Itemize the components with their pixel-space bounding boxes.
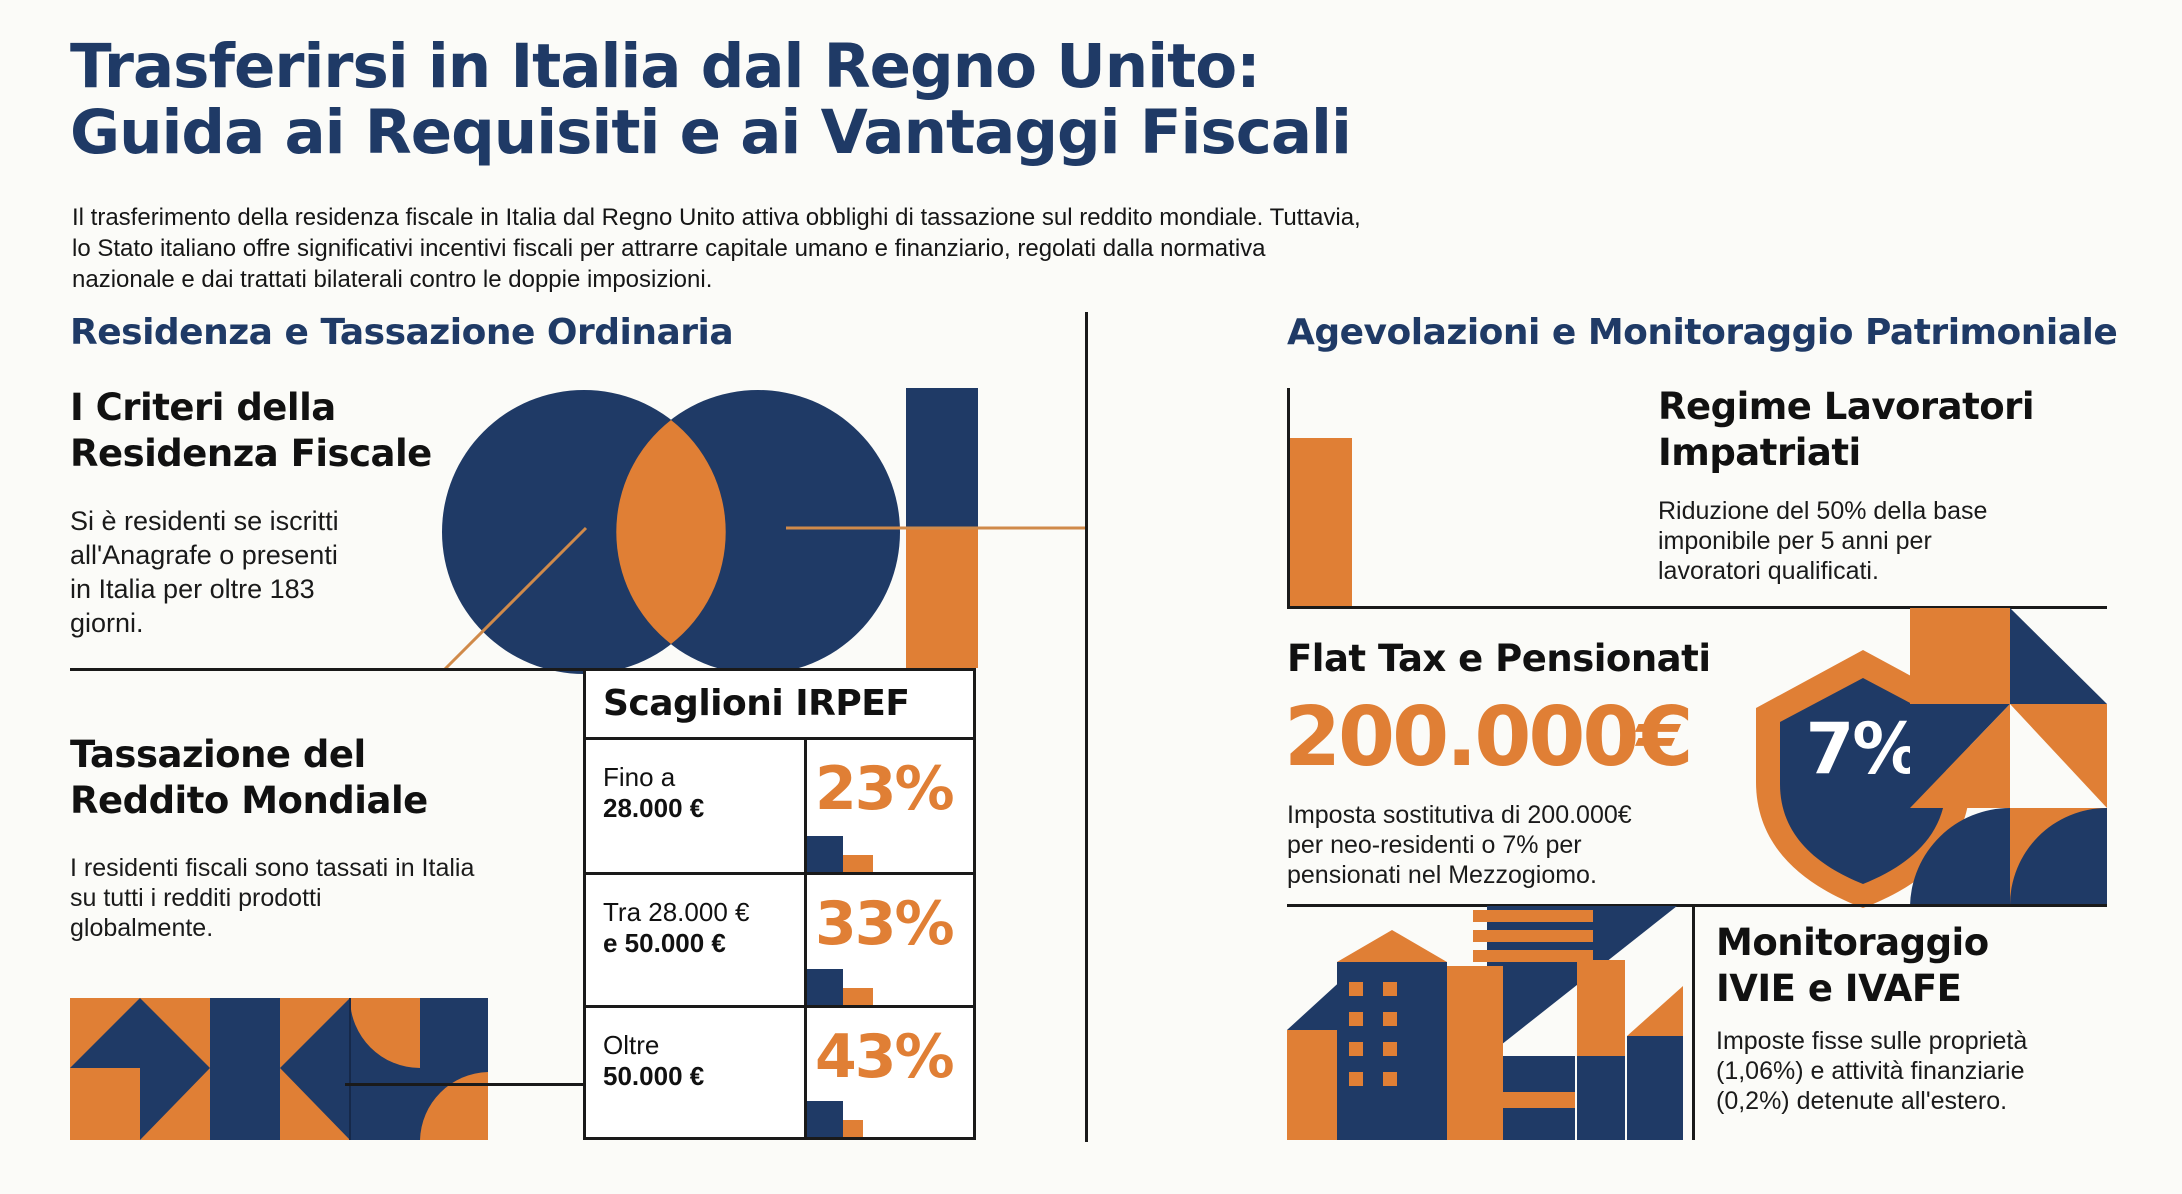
buildings-illustration [1287, 906, 1683, 1140]
shield-rate: 7% [1805, 708, 1923, 790]
impatriati-title: Regime Lavoratori Impatriati [1658, 384, 2035, 476]
right-section-heading: Agevolazioni e Monitoraggio Patrimoniale [1287, 312, 2118, 353]
irpef-title-rule [586, 737, 973, 740]
band-label-line-1: Tra 28.000 € [603, 897, 750, 927]
band-label-line-2: 28.000 € [603, 793, 705, 823]
world-income-title: Tassazione del Reddito Mondiale [70, 732, 428, 824]
world-income-text-line-3: globalmente. [70, 914, 214, 942]
flat-tax-text-line-1: Imposta sostitutiva di 200.000€ [1287, 801, 1632, 829]
geometric-pattern-left [70, 998, 488, 1140]
irpef-column-rule [804, 740, 807, 872]
impatriati-text-line-1: Riduzione del 50% della base [1658, 497, 1988, 525]
center-divider [1085, 312, 1088, 1142]
intro-paragraph: Il trasferimento della residenza fiscale… [72, 202, 1492, 295]
right-divider-1 [1287, 606, 2107, 609]
rate-step-navy [807, 969, 843, 1005]
band-label-line-2: 50.000 € [603, 1061, 705, 1091]
irpef-row: Oltre 50.000 € 43% [586, 1008, 973, 1137]
ivie-text: Imposte fisse sulle proprietà (1,06%) e … [1716, 1026, 2027, 1116]
world-income-title-line-2: Reddito Mondiale [70, 779, 428, 822]
impatriati-orange-bar [1290, 438, 1352, 606]
irpef-column-rule [804, 875, 807, 1005]
ivie-frame-rule [1692, 906, 1695, 1140]
flat-tax-amount: 200.000€ [1284, 690, 1694, 785]
criteria-text-line-1: Si è residenti se iscritti [70, 506, 339, 536]
decor-bar-orange [906, 528, 978, 668]
flat-tax-title: Flat Tax e Pensionati [1287, 637, 1711, 680]
irpef-band-label: Tra 28.000 € e 50.000 € [603, 897, 749, 959]
irpef-band-label: Oltre 50.000 € [603, 1030, 704, 1092]
ivie-title: Monitoraggio IVIE e IVAFE [1716, 920, 1989, 1012]
left-divider-top [70, 668, 585, 671]
impatriati-text-line-3: lavoratori qualificati. [1658, 557, 1879, 585]
criteria-title: I Criteri della Residenza Fiscale [70, 385, 432, 477]
ivie-text-line-3: (0,2%) detenute all'estero. [1716, 1087, 2008, 1115]
right-divider-2 [1287, 904, 2107, 907]
world-income-text-line-1: I residenti fiscali sono tassati in Ital… [70, 854, 475, 882]
criteria-text: Si è residenti se iscritti all'Anagrafe … [70, 504, 339, 640]
world-income-text-line-2: su tutti i redditi prodotti [70, 884, 322, 912]
impatriati-frame-left [1287, 388, 1290, 608]
title-line-1: Trasferirsi in Italia dal Regno Unito: [70, 31, 1261, 102]
irpef-rate: 23% [815, 754, 955, 824]
irpef-band-label: Fino a 28.000 € [603, 762, 704, 824]
title-line-2: Guida ai Requisiti e ai Vantaggi Fiscali [70, 97, 1352, 168]
irpef-title: Scaglioni IRPEF [603, 683, 910, 724]
world-income-text: I residenti fiscali sono tassati in Ital… [70, 853, 474, 943]
ivie-title-line-1: Monitoraggio [1716, 921, 1989, 964]
rate-step-orange [843, 988, 873, 1005]
intro-line-3: nazionale e dai trattati bilaterali cont… [72, 266, 713, 293]
flat-tax-text-line-2: per neo-residenti o 7% per [1287, 831, 1582, 859]
impatriati-title-line-2: Impatriati [1658, 431, 1861, 474]
irpef-row: Fino a 28.000 € 23% [586, 740, 973, 872]
criteria-text-line-3: in Italia per oltre 183 [70, 574, 315, 604]
rate-step-navy [807, 1101, 843, 1137]
ivie-text-line-2: (1,06%) e attività finanziarie [1716, 1057, 2025, 1085]
irpef-rate: 43% [815, 1022, 955, 1092]
impatriati-text-line-2: imponibile per 5 anni per [1658, 527, 1932, 555]
flat-tax-text-line-3: pensionati nel Mezzogiomo. [1287, 861, 1597, 889]
page-title: Trasferirsi in Italia dal Regno Unito: G… [70, 34, 1470, 166]
intro-line-1: Il trasferimento della residenza fiscale… [72, 204, 1361, 231]
impatriati-text: Riduzione del 50% della base imponibile … [1658, 496, 1987, 586]
rate-step-orange [843, 855, 873, 872]
band-label-line-1: Oltre [603, 1030, 660, 1060]
band-label-line-2: e 50.000 € [603, 928, 726, 958]
impatriati-title-line-1: Regime Lavoratori [1658, 385, 2035, 428]
criteria-text-line-4: giorni. [70, 608, 144, 638]
residence-venn-illustration [442, 388, 1085, 674]
pattern-connector-line [345, 1083, 585, 1086]
band-label-line-1: Fino a [603, 762, 676, 792]
irpef-row-rule [586, 872, 973, 875]
left-section-heading: Residenza e Tassazione Ordinaria [70, 312, 734, 353]
rate-step-navy [807, 836, 843, 872]
ivie-text-line-1: Imposte fisse sulle proprietà [1716, 1027, 2028, 1055]
irpef-row-rule [586, 1005, 973, 1008]
world-income-title-line-1: Tassazione del [70, 733, 366, 776]
flat-tax-text: Imposta sostitutiva di 200.000€ per neo-… [1287, 800, 1632, 890]
ivie-title-line-2: IVIE e IVAFE [1716, 967, 1962, 1010]
pointer-line-diagonal [442, 526, 588, 672]
criteria-text-line-2: all'Anagrafe o presenti [70, 540, 338, 570]
irpef-column-rule [804, 1008, 807, 1137]
rate-step-orange [843, 1120, 863, 1137]
intro-line-2: lo Stato italiano offre significativi in… [72, 235, 1266, 262]
irpef-rate: 33% [815, 889, 955, 959]
irpef-row: Tra 28.000 € e 50.000 € 33% [586, 875, 973, 1005]
venn-intersection [616, 420, 726, 644]
criteria-title-line-2: Residenza Fiscale [70, 432, 432, 475]
criteria-title-line-1: I Criteri della [70, 386, 336, 429]
irpef-table: Scaglioni IRPEF Fino a 28.000 € 23% Tra … [583, 668, 976, 1140]
geometric-pattern-right [1910, 608, 2107, 906]
